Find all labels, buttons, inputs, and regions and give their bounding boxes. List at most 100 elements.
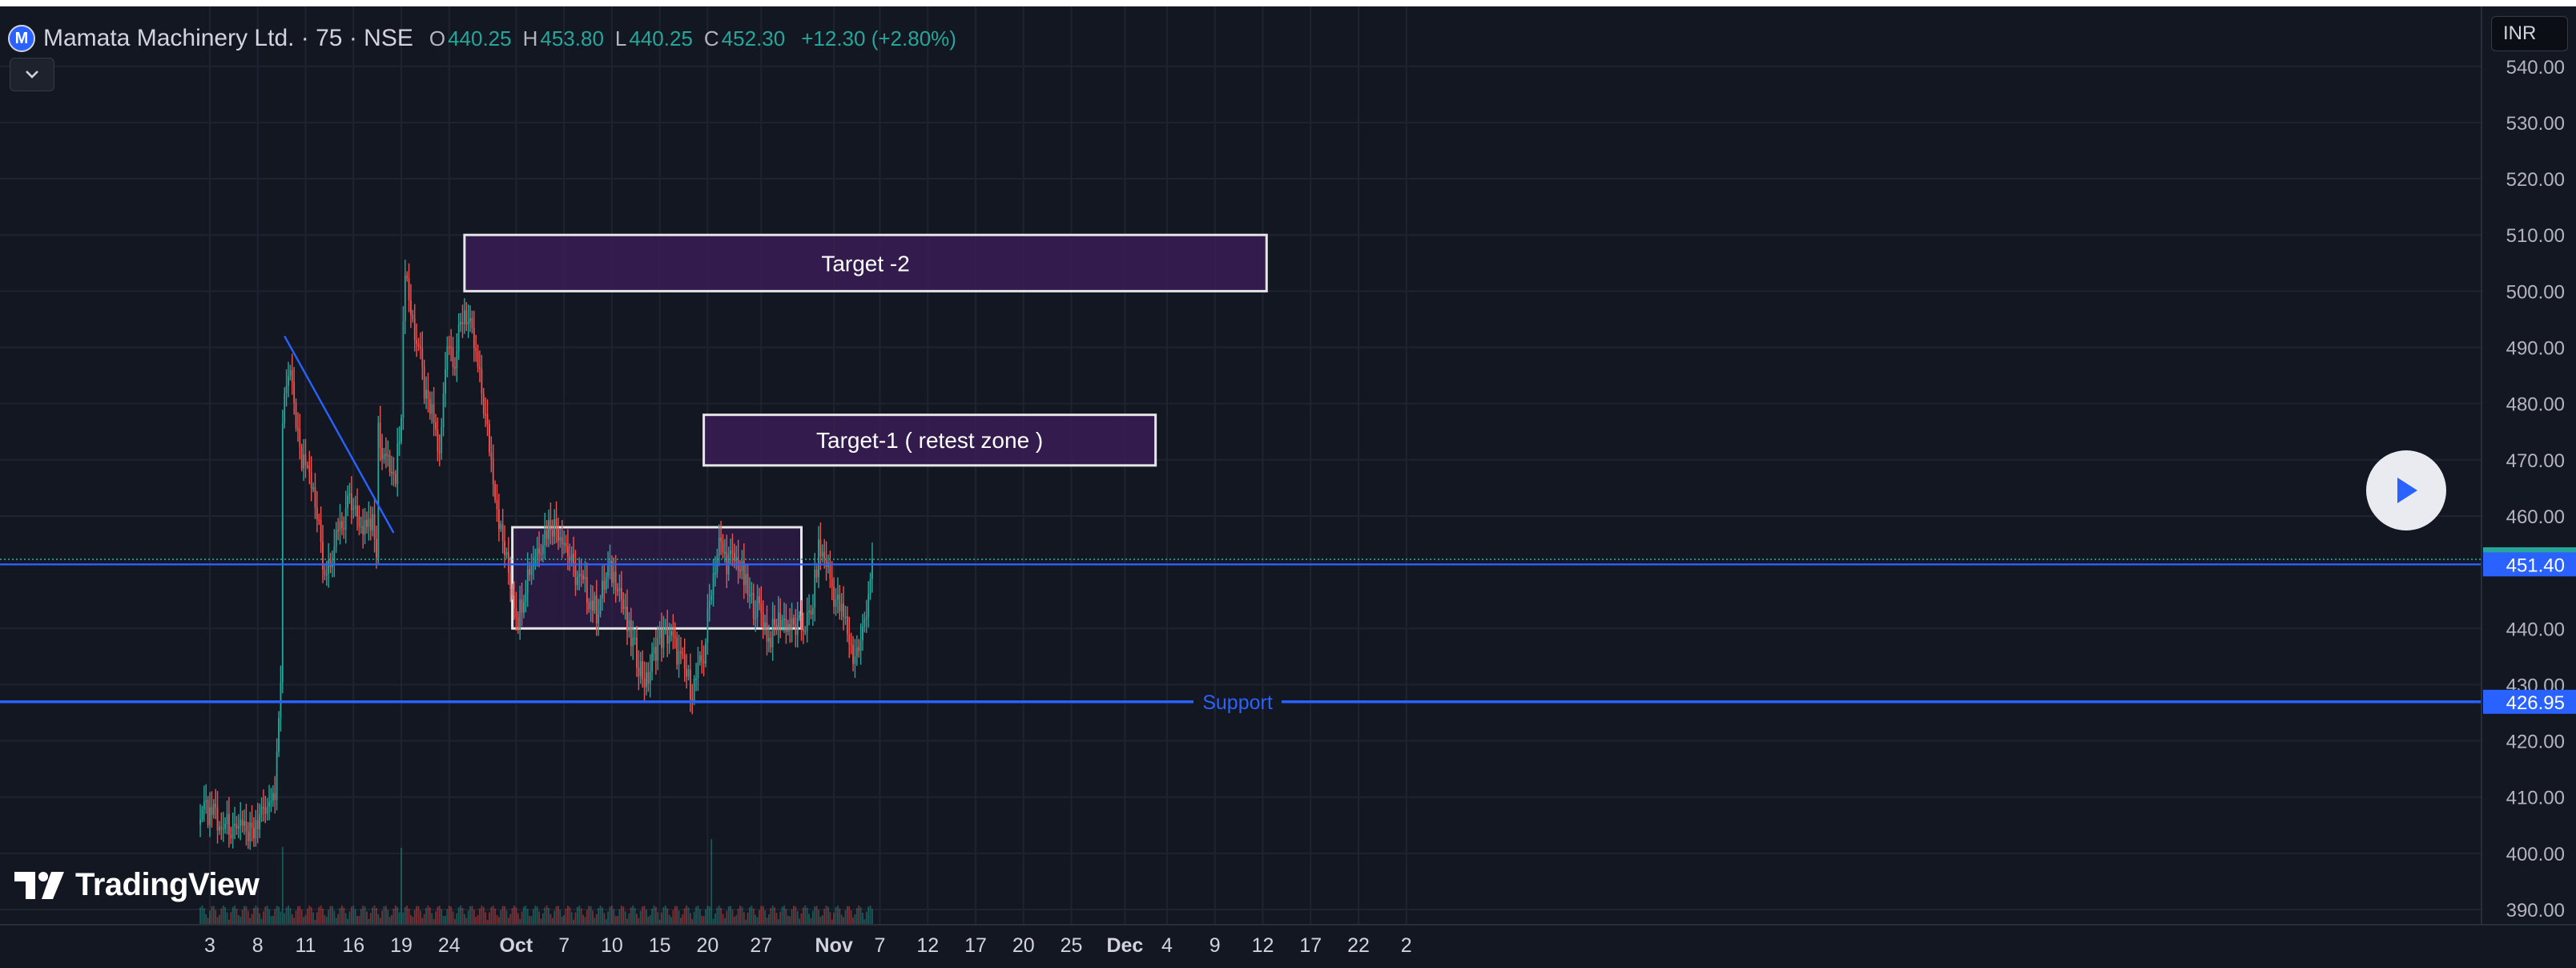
candle-body xyxy=(477,351,479,368)
volume-bar xyxy=(580,908,582,925)
volume-bar xyxy=(752,908,755,925)
candle-body xyxy=(701,655,703,662)
chart-canvas[interactable]: Target -2 Target-1 ( retest zone ) Suppor… xyxy=(0,6,2576,968)
volume-bar xyxy=(332,905,333,925)
candle-body xyxy=(356,506,358,517)
candle-body xyxy=(698,655,701,663)
candle-body xyxy=(710,595,713,601)
candle-body xyxy=(680,651,682,653)
candle-body xyxy=(804,631,807,633)
volume-bar xyxy=(827,906,829,925)
target-zone-2[interactable] xyxy=(702,413,1157,467)
candle-body xyxy=(617,589,618,591)
price-tick-label: 510.00 xyxy=(2506,225,2565,247)
candle-body xyxy=(731,551,734,553)
candle-body xyxy=(219,826,220,831)
volume-bar xyxy=(509,914,512,925)
volume-bar xyxy=(697,905,699,925)
symbol-logo-icon[interactable]: M xyxy=(8,25,35,52)
candle-body xyxy=(322,541,324,571)
price-tick-label: 460.00 xyxy=(2506,506,2565,528)
candle-body xyxy=(333,546,336,563)
high-value: 453.80 xyxy=(540,26,604,50)
volume-bar xyxy=(670,917,672,925)
candle-body xyxy=(611,560,613,583)
candle-body xyxy=(523,601,525,613)
price-tick-label: 390.00 xyxy=(2506,900,2565,922)
candle-body xyxy=(576,577,578,586)
volume-bar xyxy=(369,913,372,925)
volume-bar xyxy=(364,906,366,925)
volume-bar xyxy=(268,909,270,925)
candle-body xyxy=(620,587,622,599)
target-zone-1[interactable] xyxy=(463,233,1268,292)
candle-body xyxy=(751,593,753,595)
currency-button[interactable]: INR xyxy=(2491,16,2568,51)
volume-bar xyxy=(598,908,600,925)
volume-bar xyxy=(833,912,835,925)
candle-body xyxy=(695,678,697,680)
volume-bar xyxy=(603,913,606,925)
volume-bar xyxy=(563,914,566,925)
candle-body xyxy=(862,626,863,641)
candle-body xyxy=(670,631,672,636)
candle-body xyxy=(578,574,581,578)
volume-bar xyxy=(533,909,534,925)
candle-body xyxy=(664,627,666,629)
candle-body xyxy=(209,807,211,825)
volume-bar xyxy=(316,912,318,925)
prev-price-badge-label: 451.40 xyxy=(2506,555,2565,576)
candle-body xyxy=(249,822,252,841)
candle-body xyxy=(308,466,311,473)
candle-body xyxy=(274,793,276,801)
time-tick-label: Nov xyxy=(815,934,853,957)
volume-bar xyxy=(555,905,557,925)
candle-body xyxy=(364,519,366,535)
candle-body xyxy=(373,514,376,539)
candle-body xyxy=(366,519,368,527)
candle-body xyxy=(708,600,710,609)
trendline[interactable] xyxy=(284,335,395,534)
volume-bar xyxy=(482,906,485,925)
time-tick-label: 19 xyxy=(390,934,413,957)
volume-bar xyxy=(521,911,523,925)
volume-bar xyxy=(718,905,720,925)
volume-bar xyxy=(347,918,348,925)
volume-bar xyxy=(770,908,772,925)
volume-bar xyxy=(661,912,662,925)
volume-bar xyxy=(280,911,282,925)
candle-body xyxy=(362,526,364,535)
candle-body xyxy=(224,824,227,829)
volume-bar xyxy=(249,918,252,925)
candle-body xyxy=(697,662,699,679)
volume-bar xyxy=(314,919,316,925)
volume-bar xyxy=(810,918,812,925)
candle-body xyxy=(796,617,799,635)
candle-body xyxy=(630,619,632,647)
time-tick-label: 27 xyxy=(750,934,772,957)
candle-body xyxy=(481,369,483,394)
candle-body xyxy=(818,539,819,578)
volume-bar xyxy=(237,914,239,925)
candle-body xyxy=(344,508,347,530)
symbol-title[interactable]: Mamata Machinery Ltd. · 75 · NSE xyxy=(43,25,413,51)
volume-bar xyxy=(322,908,324,925)
candle-body xyxy=(431,404,433,414)
volume-bar xyxy=(799,918,801,925)
volume-bar xyxy=(774,907,775,925)
candle-body xyxy=(767,638,770,642)
candle-body xyxy=(497,509,500,530)
volume-bar xyxy=(416,905,418,925)
candle-body xyxy=(341,521,343,528)
candle-body xyxy=(259,814,261,829)
volume-bar xyxy=(787,915,789,925)
collapse-legend-button[interactable] xyxy=(10,58,54,91)
legend-header: M Mamata Machinery Ltd. · 75 · NSE O 440.… xyxy=(8,16,956,61)
candle-body xyxy=(199,819,201,825)
volume-bar xyxy=(485,912,487,925)
replay-play-button[interactable] xyxy=(2366,450,2446,530)
candle-body xyxy=(745,574,747,586)
volume-bar xyxy=(777,919,779,925)
candle-body xyxy=(280,682,282,719)
candle-body xyxy=(565,542,567,547)
